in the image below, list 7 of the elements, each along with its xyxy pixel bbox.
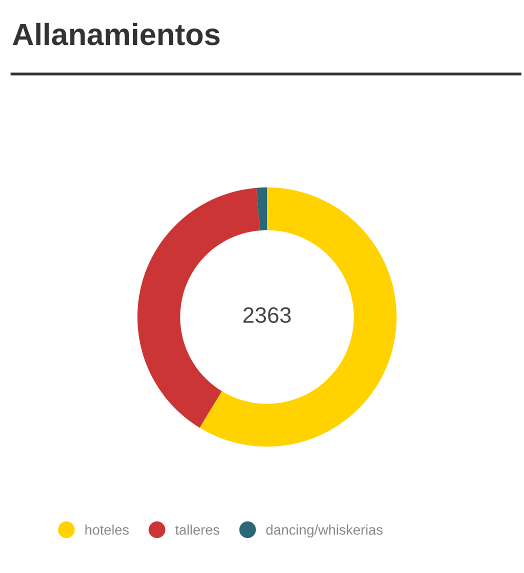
legend-label: talleres (175, 524, 220, 535)
donut-slice (200, 187, 397, 447)
legend-label: dancing/whiskerias (266, 524, 383, 538)
donut-slice (256, 187, 267, 230)
chart-title: Allanamientos (12, 22, 220, 46)
legend-label: hoteles (85, 524, 129, 535)
text: 2363 (243, 307, 291, 323)
